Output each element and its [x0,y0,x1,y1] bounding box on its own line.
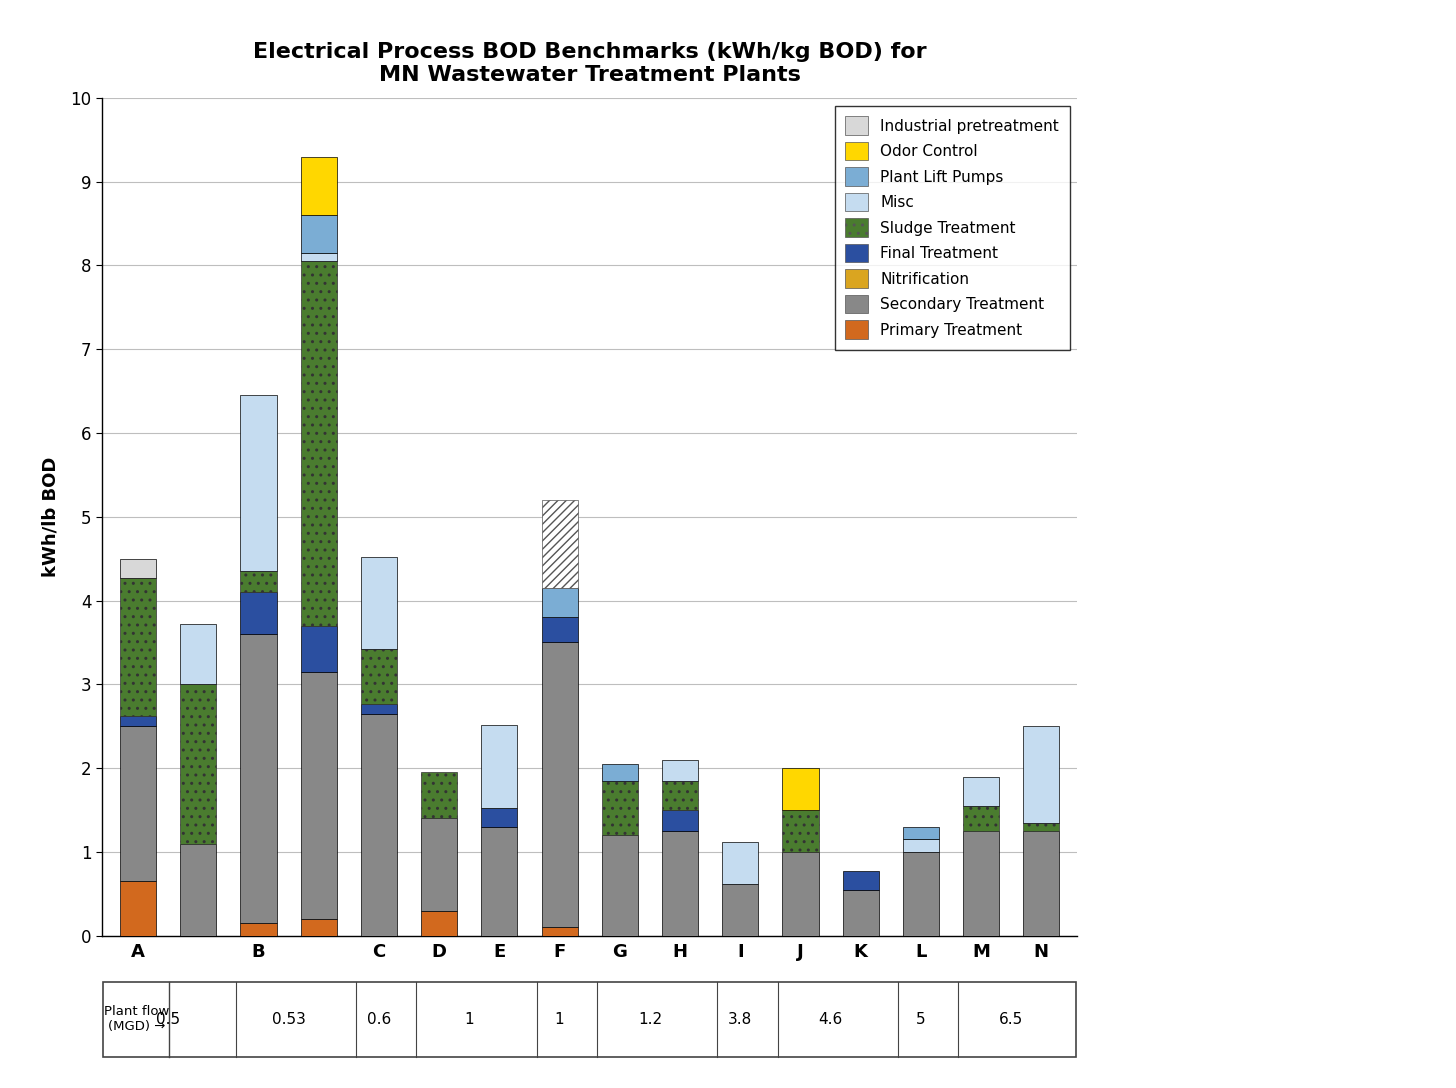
Bar [240,634,277,923]
Bar [722,883,759,936]
Bar [181,843,217,936]
Text: 4.6: 4.6 [818,1012,843,1027]
Y-axis label: kWh/lb BOD: kWh/lb BOD [41,457,60,577]
Bar [601,781,638,836]
Text: 0.5: 0.5 [156,1012,181,1027]
Bar [962,806,999,831]
Bar [542,927,578,936]
Text: 5: 5 [916,1012,926,1027]
Bar [119,716,156,727]
Bar [601,764,638,781]
Bar [119,881,156,936]
Bar [300,626,336,671]
Bar [361,704,397,714]
Bar [722,842,759,883]
Bar [843,871,879,890]
Bar [903,839,939,852]
Bar [782,768,818,809]
Bar [300,671,336,919]
Bar [119,727,156,881]
Bar [361,650,397,704]
Bar [782,852,818,936]
Bar [662,781,697,809]
Bar [542,617,578,642]
Bar [421,772,457,818]
Bar [482,808,517,827]
Bar [482,827,517,936]
Bar [181,684,217,843]
Text: 1: 1 [555,1012,565,1027]
Bar [300,215,336,252]
Bar [662,759,697,781]
Bar [903,852,939,936]
Legend: Industrial pretreatment, Odor Control, Plant Lift Pumps, Misc, Sludge Treatment,: Industrial pretreatment, Odor Control, P… [834,106,1070,349]
Bar [421,818,457,911]
Text: Plant flow
(MGD) →: Plant flow (MGD) → [103,1005,169,1034]
Bar [300,157,336,215]
Text: 0.53: 0.53 [272,1012,306,1027]
Bar [103,981,1076,1058]
Bar [361,714,397,936]
Text: 1: 1 [464,1012,475,1027]
Bar [962,831,999,936]
Text: 6.5: 6.5 [999,1012,1024,1027]
Bar [903,827,939,839]
Bar [1024,831,1060,936]
Bar [181,625,217,684]
Bar [542,588,578,617]
Bar [119,578,156,716]
Bar [542,642,578,927]
Bar [361,557,397,650]
Bar [662,831,697,936]
Bar [1024,823,1060,831]
Bar [421,911,457,936]
Bar [240,592,277,634]
Bar [300,919,336,936]
Bar [843,890,879,936]
Bar [662,809,697,831]
Bar [601,836,638,936]
Bar [542,500,578,588]
Title: Electrical Process BOD Benchmarks (kWh/kg BOD) for
MN Wastewater Treatment Plant: Electrical Process BOD Benchmarks (kWh/k… [253,42,926,85]
Bar [482,725,517,808]
Text: 0.6: 0.6 [367,1012,392,1027]
Bar [240,571,277,592]
Bar [1024,727,1060,823]
Bar [240,923,277,936]
Bar [782,809,818,852]
Bar [119,558,156,578]
Bar [300,252,336,261]
Text: 3.8: 3.8 [728,1012,753,1027]
Bar [300,261,336,626]
Bar [240,395,277,571]
Text: 1.2: 1.2 [638,1012,662,1027]
Bar [962,777,999,806]
